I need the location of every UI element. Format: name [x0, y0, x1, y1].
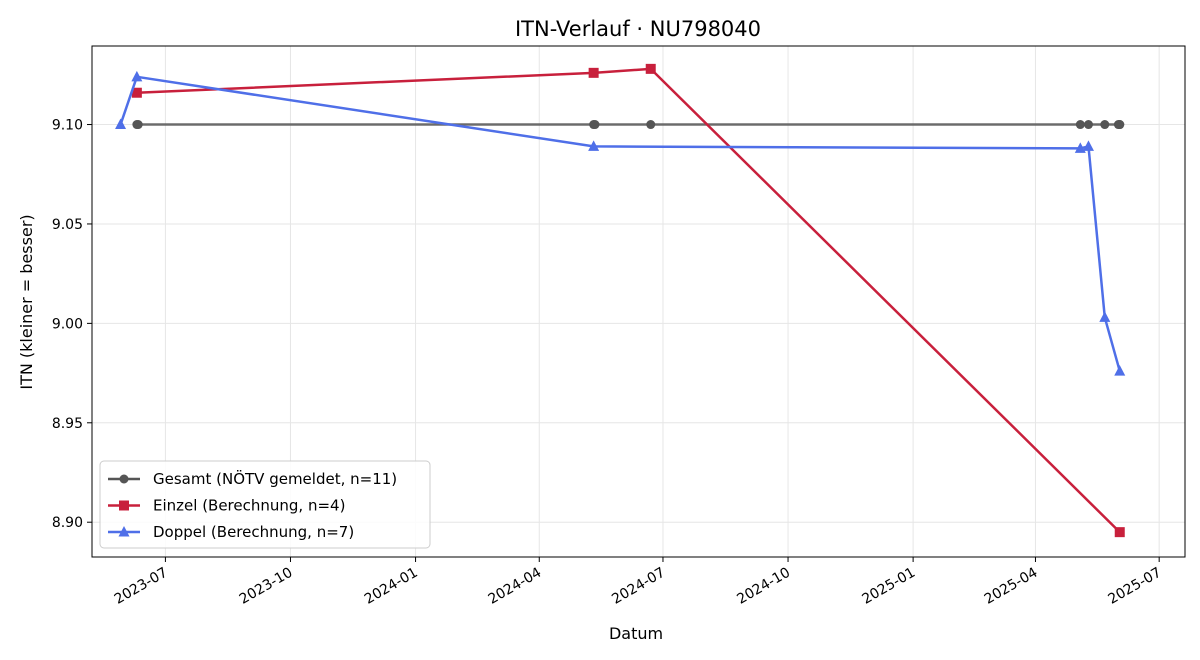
series-line-einzel — [136, 67, 1121, 534]
series-einzel — [131, 63, 1125, 538]
series-doppel — [115, 70, 1126, 376]
legend-box — [99, 460, 431, 549]
x-tick-label: 2023-07 — [112, 565, 171, 608]
legend-marker — [118, 526, 130, 537]
plot-frame — [91, 45, 1186, 558]
data-point-gesamt — [590, 120, 600, 130]
data-point-gesamt — [1075, 120, 1085, 130]
x-tick-label: 2024-04 — [486, 565, 545, 608]
data-point-doppel — [1074, 142, 1086, 153]
chart-title: ITN-Verlauf · NU798040 — [515, 17, 761, 41]
y-axis-title: ITN (kleiner = besser) — [17, 214, 36, 389]
series-layer — [115, 63, 1126, 538]
data-point-doppel — [588, 140, 600, 151]
data-point-einzel — [645, 63, 656, 74]
data-point-doppel — [1082, 140, 1094, 151]
data-point-doppel — [131, 70, 143, 82]
y-tick-label: 9.10 — [52, 118, 83, 134]
data-point-doppel — [1099, 311, 1111, 322]
y-tick-label: 8.95 — [52, 416, 83, 432]
data-point-doppel — [115, 118, 127, 130]
data-point-gesamt — [1115, 120, 1125, 130]
legend-item-einzel: Einzel (Berechnung, n=4) — [108, 497, 345, 515]
data-point-einzel — [1114, 527, 1125, 538]
legend-item-doppel: Doppel (Berechnung, n=7) — [108, 523, 354, 541]
data-point-gesamt — [1083, 120, 1093, 130]
y-tick-label: 9.00 — [52, 316, 83, 332]
data-point-doppel — [1114, 365, 1126, 376]
legend-marker — [119, 474, 129, 484]
y-tick-label: 8.90 — [52, 515, 83, 531]
legend-label: Gesamt (NÖTV gemeldet, n=11) — [153, 469, 397, 488]
legend-items: Gesamt (NÖTV gemeldet, n=11) Einzel (Bere… — [108, 469, 397, 541]
data-point-gesamt — [133, 120, 143, 130]
series-gesamt — [132, 120, 1125, 130]
legend-label: Doppel (Berechnung, n=7) — [153, 523, 354, 541]
legend: Gesamt (NÖTV gemeldet, n=11) Einzel (Bere… — [99, 460, 431, 549]
x-tick-label: 2025-01 — [859, 565, 918, 608]
x-tick-label: 2024-10 — [734, 565, 793, 608]
legend-marker — [119, 500, 129, 511]
x-tick-label: 2025-07 — [1106, 565, 1165, 608]
x-tick-label: 2023-10 — [237, 565, 296, 608]
legend-item-gesamt: Gesamt (NÖTV gemeldet, n=11) — [108, 469, 397, 488]
y-tick-label: 9.05 — [52, 217, 83, 233]
legend-label: Einzel (Berechnung, n=4) — [153, 497, 345, 515]
x-tick-label: 2024-01 — [362, 565, 421, 608]
data-point-einzel — [131, 87, 142, 98]
data-point-einzel — [588, 67, 599, 78]
x-tick-label: 2025-04 — [982, 565, 1041, 608]
data-point-gesamt — [1100, 120, 1110, 130]
data-point-gesamt — [646, 120, 656, 130]
x-tick-label: 2024-07 — [609, 565, 668, 608]
x-axis-title: Datum — [609, 624, 663, 643]
